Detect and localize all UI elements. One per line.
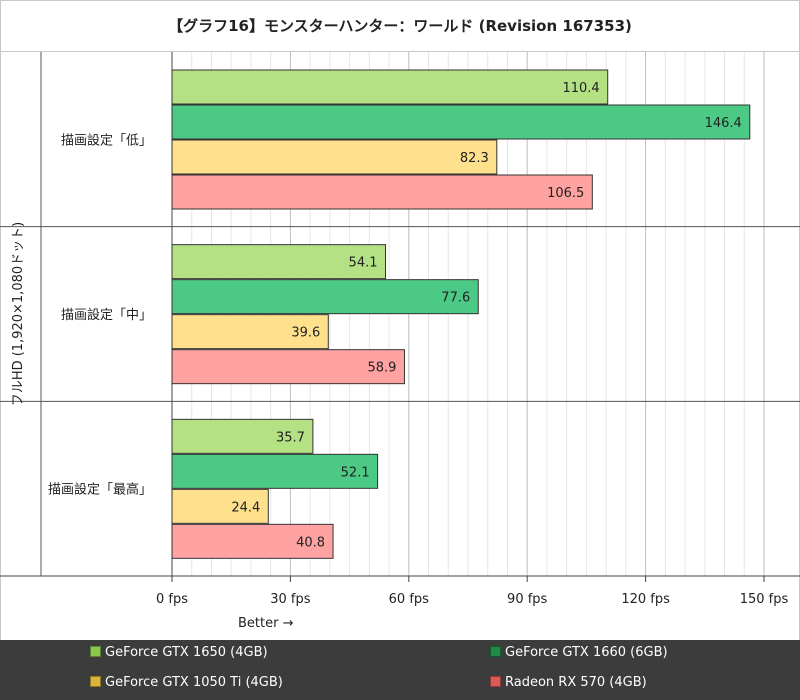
bar [171, 488, 269, 524]
legend-label-gtx1660: GeForce GTX 1660 (6GB) [505, 645, 668, 660]
bar-value-label: 58.9 [368, 361, 397, 376]
bar-value-label: 77.6 [441, 291, 470, 306]
legend-item-gtx1050ti: GeForce GTX 1050 Ti (4GB) [90, 672, 283, 694]
x-axis-caption: Better → [238, 616, 294, 631]
legend-item-gtx1660: GeForce GTX 1660 (6GB) [490, 642, 668, 664]
bar [171, 174, 593, 210]
legend-label-gtx1050ti: GeForce GTX 1050 Ti (4GB) [105, 675, 283, 690]
bar [171, 69, 609, 105]
category-label: 描画設定「低」 [61, 132, 152, 148]
x-tick-label: 120 fps [621, 592, 670, 607]
category-label: 描画設定「中」 [61, 307, 152, 323]
x-tick-label: 60 fps [389, 592, 430, 607]
x-tick-label: 150 fps [740, 592, 789, 607]
bar-value-label: 82.3 [460, 151, 489, 166]
legend-label-gtx1650: GeForce GTX 1650 (4GB) [105, 645, 268, 660]
bar [171, 139, 498, 175]
bar [171, 279, 479, 315]
chart-title: 【グラフ16】モンスターハンター：ワールド (Revision 167353) [0, 0, 800, 52]
bar [171, 244, 387, 280]
legend-label-rx570: Radeon RX 570 (4GB) [505, 675, 647, 690]
legend-swatch-gtx1650 [90, 646, 101, 657]
bar [171, 314, 329, 350]
bar-value-label: 54.1 [349, 256, 378, 271]
x-tick-label: 90 fps [507, 592, 548, 607]
bar [171, 453, 379, 489]
bar [171, 523, 334, 559]
legend: GeForce GTX 1650 (4GB) GeForce GTX 1660 … [0, 640, 800, 700]
x-tick-label: 0 fps [156, 592, 188, 607]
x-tick-label: 30 fps [270, 592, 311, 607]
bar-value-label: 40.8 [296, 535, 325, 550]
bar-value-label: 24.4 [231, 500, 260, 515]
bar-chart: 0 fps 30 fps 60 fps 90 fps 120 fps 150 fps 110… [0, 52, 800, 631]
bar-value-label: 52.1 [341, 465, 370, 480]
legend-item-rx570: Radeon RX 570 (4GB) [490, 672, 647, 694]
bar [171, 349, 405, 385]
bar [171, 104, 751, 140]
bar-value-label: 39.6 [291, 326, 320, 341]
bar-value-label: 106.5 [547, 186, 584, 201]
legend-swatch-rx570 [490, 676, 501, 687]
bar-value-label: 110.4 [562, 81, 599, 96]
bar [171, 418, 314, 454]
bar-value-label: 146.4 [705, 116, 742, 131]
legend-item-gtx1650: GeForce GTX 1650 (4GB) [90, 642, 268, 664]
legend-swatch-gtx1660 [490, 646, 501, 657]
y-axis-title: フルHD (1,920×1,080ドット) [11, 222, 26, 406]
legend-swatch-gtx1050ti [90, 676, 101, 687]
bar-value-label: 35.7 [276, 430, 305, 445]
category-label: 描画設定「最高」 [48, 482, 152, 498]
